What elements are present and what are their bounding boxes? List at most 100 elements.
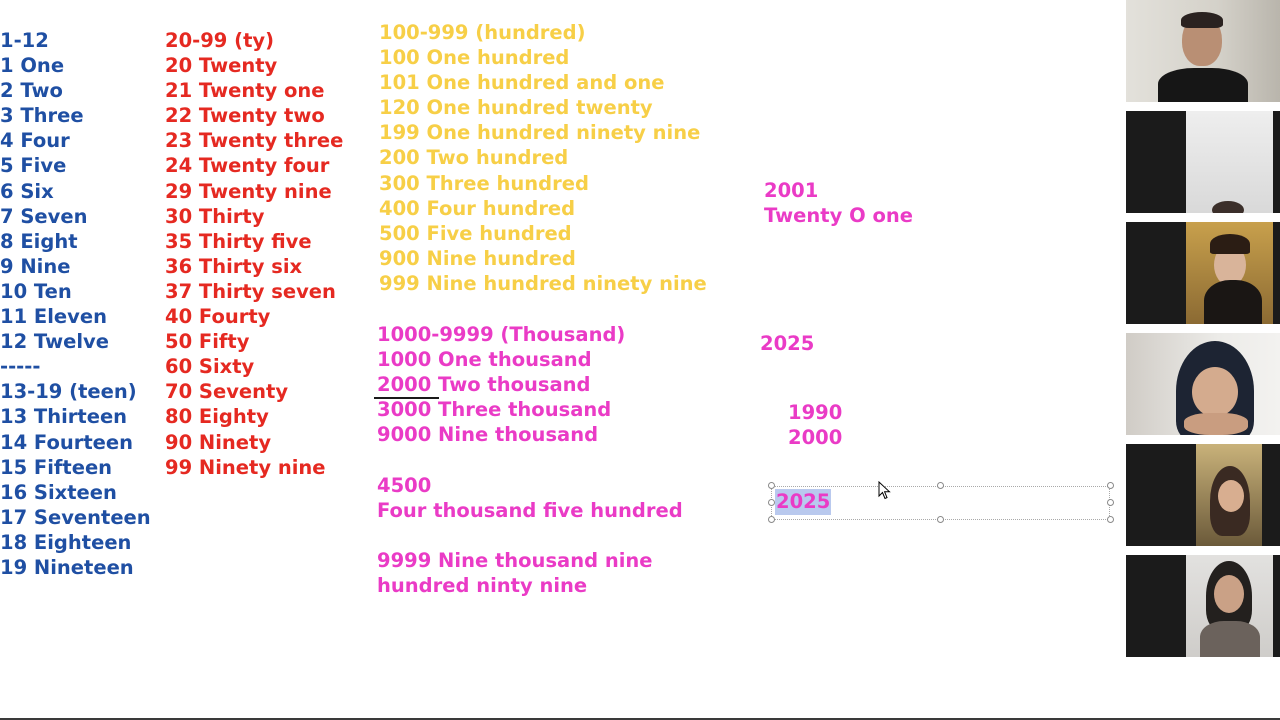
resize-handle-top-right[interactable] (1107, 482, 1114, 489)
participant-face (1192, 367, 1238, 417)
participant-shirt (1200, 621, 1260, 657)
participant-head (1212, 201, 1244, 213)
resize-handle-bottom-right[interactable] (1107, 516, 1114, 523)
resize-handle-middle-left[interactable] (768, 499, 775, 506)
video-background (1186, 111, 1273, 213)
list-item: 100 One hundred (379, 46, 570, 70)
list-item: 400 Four hundred (379, 196, 576, 220)
list-item: 22 Twenty two (165, 104, 325, 128)
list-item: 7 Seven (0, 204, 88, 228)
video-tile-4[interactable] (1126, 333, 1280, 435)
resize-handle-top-left[interactable] (768, 482, 775, 489)
list-item: 120 One hundred twenty (379, 96, 653, 120)
list-item: 13-19 (teen) (0, 380, 137, 404)
column-1-to-19: 1-12 1 One 2 Two 3 Three 4 Four 5 Five 6… (0, 28, 151, 580)
list-item: 1 One (0, 54, 65, 78)
list-item: 300 Three hundred (379, 171, 589, 195)
list-item: 8 Eight (0, 229, 78, 253)
ink-underline (374, 397, 439, 399)
presentation-slide: 1-12 1 One 2 Two 3 Three 4 Four 5 Five 6… (0, 20, 1114, 598)
video-tile-3[interactable] (1126, 222, 1280, 324)
list-item: 36 Thirty six (165, 254, 303, 278)
list-item: 4500 (377, 474, 432, 497)
list-item: 99 Ninety nine (165, 455, 326, 479)
list-item: 20-99 (ty) (165, 29, 275, 52)
list-item: 11 Eleven (0, 305, 107, 329)
example-9999: 9999 Nine thousand nine hundred ninty ni… (377, 548, 653, 598)
list-item: 9000 Nine thousand (377, 423, 599, 447)
resize-handle-bottom-middle[interactable] (937, 516, 944, 523)
resize-handle-middle-right[interactable] (1107, 499, 1114, 506)
list-item: 500 Five hundred (379, 221, 572, 245)
bottom-edge-bar (0, 718, 1280, 720)
list-item: 80 Eighty (165, 405, 269, 429)
participant-hair (1210, 234, 1250, 254)
list-item: 100-999 (hundred) (379, 21, 586, 44)
list-item: 17 Seventeen (0, 505, 151, 529)
list-item: 101 One hundred and one (379, 71, 665, 95)
video-tile-1[interactable] (1126, 0, 1280, 102)
list-item: 199 One hundred ninety nine (379, 121, 701, 145)
list-item: 6 Six (0, 179, 54, 203)
list-item: 200 Two hundred (379, 146, 569, 170)
participant-scarf (1204, 280, 1262, 324)
list-item: 50 Fifty (165, 330, 250, 354)
year-2001: 2001 (764, 179, 819, 202)
column-20-to-99: 20-99 (ty) 20 Twenty 21 Twenty one 22 Tw… (165, 28, 343, 480)
list-item: 10 Ten (0, 279, 72, 303)
column-thousands: 1000-9999 (Thousand) 1000 One thousand 2… (377, 322, 625, 447)
participant-face (1218, 480, 1244, 512)
list-item: 1000 One thousand (377, 348, 592, 372)
list-item: 13 Thirteen (0, 405, 128, 429)
list-item: hundred ninty nine (377, 574, 588, 598)
list-item: 5 Five (0, 154, 67, 178)
video-tile-6[interactable] (1126, 555, 1280, 657)
list-item: Four thousand five hundred (377, 499, 683, 523)
participant-shirt (1158, 68, 1248, 102)
year-2001-words: Twenty O one (764, 204, 913, 227)
list-item: 20 Twenty (165, 54, 278, 78)
list-item: 4 Four (0, 129, 70, 153)
list-item: 900 Nine hundred (379, 246, 576, 270)
list-item: ----- (0, 355, 41, 379)
list-item: 90 Ninety (165, 430, 272, 454)
list-item: 12 Twelve (0, 330, 109, 354)
list-item: 9 Nine (0, 254, 71, 278)
list-item: 1000-9999 (Thousand) (377, 323, 626, 346)
list-item: 37 Thirty seven (165, 279, 336, 303)
video-tile-2[interactable] (1126, 111, 1280, 213)
participant-hair (1181, 12, 1223, 28)
participant-hands (1184, 413, 1248, 435)
list-item: 2000 Two thousand (377, 373, 591, 397)
list-item: 3 Three (0, 104, 84, 128)
participant-face (1214, 575, 1244, 613)
list-item: 15 Fifteen (0, 455, 113, 479)
example-4500: 4500 Four thousand five hundred (377, 473, 683, 523)
video-tile-5[interactable] (1126, 444, 1280, 546)
list-item: 24 Twenty four (165, 154, 330, 178)
list-item: 1-12 (0, 29, 49, 52)
list-item: 9999 Nine thousand nine (377, 549, 653, 572)
list-item: 30 Thirty (165, 204, 265, 228)
list-item: 14 Fourteen (0, 430, 134, 454)
list-item: 23 Twenty three (165, 129, 344, 153)
list-item: 70 Seventy (165, 380, 289, 404)
resize-handle-top-middle[interactable] (937, 482, 944, 489)
list-item: 29 Twenty nine (165, 179, 332, 203)
video-participants-panel (1126, 0, 1280, 660)
mouse-pointer-icon (878, 481, 891, 500)
list-item: 2 Two (0, 79, 63, 103)
list-item: 19 Nineteen (0, 555, 134, 579)
list-item: 40 Fourty (165, 305, 271, 329)
list-item: 3000 Three thousand (377, 398, 612, 422)
year-2000: 2000 (788, 426, 843, 449)
resize-handle-bottom-left[interactable] (768, 516, 775, 523)
list-item: 35 Thirty five (165, 229, 312, 253)
list-item: 999 Nine hundred ninety nine (379, 271, 707, 295)
list-item: 21 Twenty one (165, 79, 325, 103)
column-hundreds: 100-999 (hundred) 100 One hundred 101 On… (379, 20, 707, 296)
list-item: 16 Sixteen (0, 480, 117, 504)
list-item: 18 Eighteen (0, 530, 132, 554)
list-item: 60 Sixty (165, 355, 255, 379)
selected-text[interactable]: 2025 (775, 489, 832, 515)
